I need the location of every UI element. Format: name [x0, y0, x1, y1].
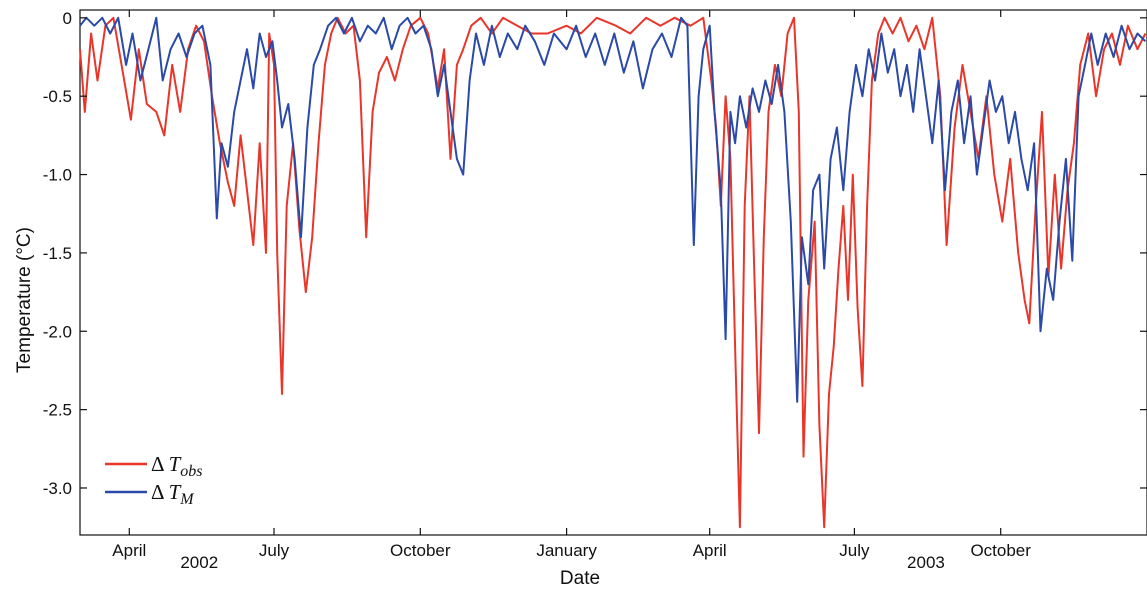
legend-label: Δ TM — [151, 480, 195, 508]
year-label: 2002 — [180, 553, 218, 572]
plot-frame — [79, 9, 1147, 536]
y-tick-label: -3.0 — [43, 479, 72, 498]
x-tick-label: April — [112, 541, 146, 560]
x-tick-label: October — [970, 541, 1031, 560]
y-tick-label: -1.5 — [43, 244, 72, 263]
y-axis-title: Temperature (°C) — [14, 227, 35, 373]
series-line-1 — [79, 16, 1147, 403]
y-tick-label: -0.5 — [43, 87, 72, 106]
x-tick-label: October — [390, 541, 451, 560]
x-tick-label: April — [693, 541, 727, 560]
x-tick-label: July — [839, 541, 870, 560]
x-tick-label: January — [536, 541, 597, 560]
series-layer — [79, 16, 1147, 529]
y-tick-label: -2.5 — [43, 401, 72, 420]
series-line-0 — [79, 16, 1147, 529]
x-axis-title: Date — [560, 568, 600, 589]
y-axis: 0 -0.5 -1.0 -1.5 -2.0 -2.5 -3.0 — [43, 9, 1147, 498]
year-label: 2003 — [907, 553, 945, 572]
y-tick-label: 0 — [63, 9, 72, 28]
plot-area — [79, 9, 1147, 536]
x-tick-label: July — [259, 541, 290, 560]
y-tick-label: -1.0 — [43, 166, 72, 185]
x-axis: April July October January April July October 2… — [112, 10, 1031, 572]
legend-label: Δ Tobs — [151, 452, 203, 480]
y-tick-label: -2.0 — [43, 322, 72, 341]
